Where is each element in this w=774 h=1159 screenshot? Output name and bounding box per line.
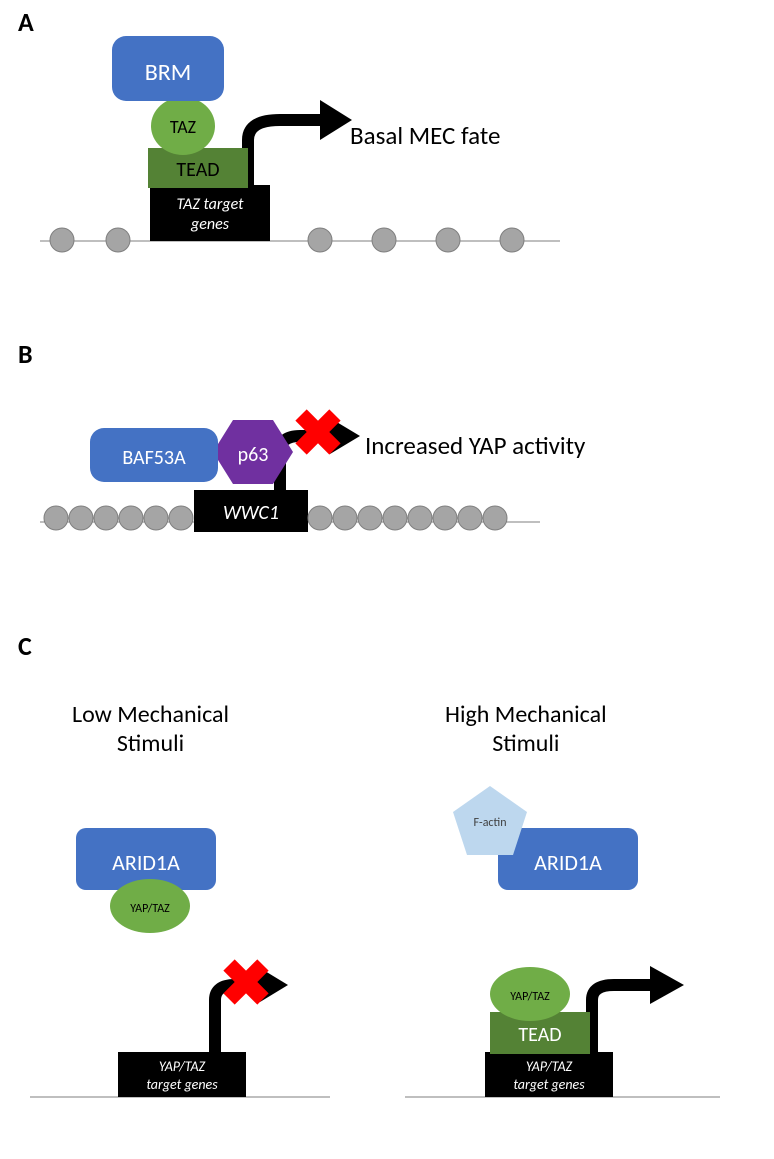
panel-c-high-arrow-shaft [592, 985, 650, 1052]
panel-a-title: Basal MEC fate [350, 120, 500, 151]
panel-b-baf53a-label: BAF53A [122, 446, 186, 470]
panel-c-high-genebox-l2: target genes [513, 1076, 585, 1093]
panel-c-high-group: YAP/TAZ target genes TEAD YAP/TAZ ARID1A… [405, 786, 720, 1097]
nucleosome [433, 506, 457, 530]
panel-b-p63-label: p63 [238, 443, 269, 467]
nucleosome [106, 228, 130, 252]
panel-b-label: B [18, 338, 33, 370]
panel-c-label: C [18, 630, 32, 662]
panel-c-high-title: High Mechanical Stimuli [445, 700, 607, 758]
nucleosome [383, 506, 407, 530]
panel-a-brm-label: BRM [145, 58, 192, 87]
panel-c-low-title: Low Mechanical Stimuli [72, 700, 229, 758]
panel-c-high-arid1a-label: ARID1A [534, 849, 602, 876]
panel-a-label: A [18, 6, 34, 38]
panel-c-low-yaptaz-label: YAP/TAZ [130, 902, 170, 916]
nucleosome [44, 506, 68, 530]
panel-b-genebox-label: WWC1 [223, 501, 279, 525]
panel-c-high-arrow-head [650, 966, 684, 1004]
panel-c-high-factin-label: F-actin [474, 816, 507, 830]
nucleosome [500, 228, 524, 252]
panel-c-high-tead-label: TEAD [518, 1023, 561, 1047]
panel-c-low-genebox-l1: YAP/TAZ [159, 1058, 206, 1075]
nucleosome [436, 228, 460, 252]
panel-a-genebox-label2: genes [190, 215, 230, 234]
panel-b-group: WWC1 p63 BAF53A [40, 409, 540, 532]
panel-c-high-genebox-l1: YAP/TAZ [526, 1058, 573, 1075]
nucleosome [372, 228, 396, 252]
panel-a-arrow-shaft [248, 120, 320, 186]
nucleosome [119, 506, 143, 530]
panel-a-genebox-label1: TAZ target [177, 195, 245, 214]
panel-c-low-group: YAP/TAZ target genes ARID1A YAP/TAZ [30, 828, 330, 1097]
panel-c-high-yaptaz-label: YAP/TAZ [510, 990, 550, 1004]
panel-a-arrow-head [320, 100, 352, 140]
panel-c-low-arid1a-label: ARID1A [112, 849, 180, 876]
nucleosome [144, 506, 168, 530]
nucleosome [50, 228, 74, 252]
nucleosome [308, 506, 332, 530]
panel-a-taz-label: TAZ [170, 116, 196, 138]
nucleosome [458, 506, 482, 530]
nucleosome [333, 506, 357, 530]
panel-b-title: Increased YAP activity [365, 430, 585, 461]
nucleosome [483, 506, 507, 530]
nucleosome [169, 506, 193, 530]
nucleosome [308, 228, 332, 252]
nucleosome [69, 506, 93, 530]
nucleosome [358, 506, 382, 530]
diagram-svg: TAZ target genes TEAD TAZ BRM WWC1 [0, 0, 774, 1159]
nucleosome [408, 506, 432, 530]
panel-a-tead-label: TEAD [176, 158, 219, 182]
nucleosome [94, 506, 118, 530]
panel-c-low-genebox-l2: target genes [146, 1076, 218, 1093]
